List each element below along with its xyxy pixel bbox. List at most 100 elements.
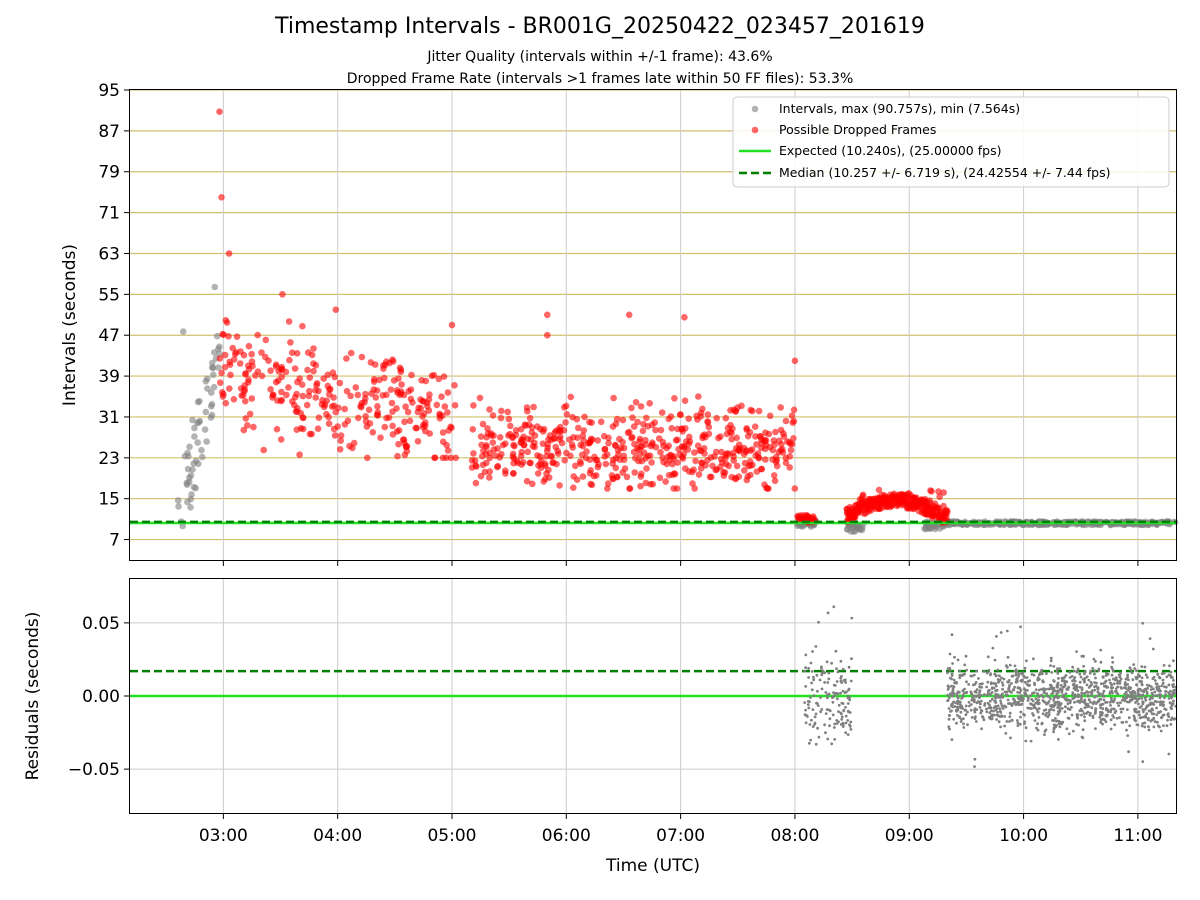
residual-point: [1101, 692, 1105, 695]
dropped-frame-point: [581, 413, 588, 421]
residual-point: [999, 702, 1003, 705]
dropped-frame-point: [679, 453, 686, 461]
dropped-frame-point: [662, 478, 669, 485]
dropped-frame-point: [883, 502, 891, 510]
residual-point: [1066, 707, 1070, 710]
residual-point: [995, 718, 998, 721]
residual-point: [1008, 711, 1012, 715]
residual-point: [1141, 760, 1145, 764]
residual-point: [985, 710, 989, 714]
residual-point: [1080, 697, 1083, 701]
dropped-frame-point: [331, 373, 339, 381]
dropped-frame-point: [267, 367, 274, 375]
dropped-frame-point: [588, 419, 595, 427]
residual-point: [1041, 680, 1045, 684]
residual-point: [1144, 714, 1147, 718]
residual-point: [974, 681, 978, 684]
dropped-frame-point: [642, 479, 650, 487]
residual-point: [1103, 718, 1106, 722]
residual-point: [1005, 720, 1009, 723]
dropped-frame-point: [479, 420, 487, 428]
dropped-frame-point: [937, 513, 944, 521]
residual-point: [1045, 692, 1048, 696]
interval-point: [179, 522, 186, 530]
dropped-frame-point: [667, 413, 675, 420]
dropped-frame-point: [729, 449, 737, 457]
x-axis-label: Time (UTC): [605, 856, 700, 876]
interval-point: [186, 474, 193, 482]
interval-point: [196, 417, 204, 425]
dropped-frame-point: [489, 412, 497, 419]
residual-point: [841, 667, 845, 671]
dropped-frame-point: [600, 432, 608, 440]
residual-point: [804, 685, 808, 688]
residual-point: [1101, 722, 1104, 726]
dropped-frame-point: [444, 447, 452, 454]
residual-point: [1126, 675, 1129, 679]
legend-box: [732, 96, 1170, 188]
dropped-frame-point: [732, 475, 739, 483]
residual-point: [951, 662, 954, 665]
dropped-frame-point: [573, 476, 581, 484]
residual-point: [1083, 672, 1086, 676]
dropped-frame-point: [337, 432, 345, 439]
dropped-frame-point: [310, 345, 317, 352]
residual-point: [1106, 708, 1109, 712]
dropped-frame-point: [331, 432, 339, 439]
residual-point: [837, 703, 841, 707]
residuals-points: [803, 605, 1178, 768]
dropped-frame-point: [706, 473, 714, 481]
residual-point: [815, 673, 819, 677]
dropped-frame-point: [323, 397, 331, 405]
dropped-frame-point: [604, 480, 612, 487]
dropped-frame-point: [222, 317, 230, 324]
dropped-frame-point: [639, 427, 647, 435]
dropped-frame-point: [743, 476, 751, 484]
residual-point: [1167, 752, 1171, 756]
dropped-frame-outlier: [216, 108, 223, 115]
residual-point: [1109, 710, 1113, 714]
dropped-frame-point: [428, 372, 436, 380]
residual-point: [994, 704, 998, 708]
residual-point: [1104, 714, 1108, 717]
residual-point: [1126, 688, 1130, 692]
dropped-frame-point: [566, 436, 573, 443]
dropped-frame-point: [509, 453, 517, 461]
residual-point: [1113, 723, 1117, 727]
residual-point: [1034, 688, 1038, 692]
residual-point: [1027, 696, 1030, 700]
dropped-frame-point: [761, 481, 768, 489]
residual-point: [1128, 695, 1132, 699]
residual-point: [1020, 696, 1024, 699]
residual-point: [1134, 675, 1138, 679]
residual-point: [1053, 695, 1056, 699]
dropped-frame-point: [451, 402, 459, 409]
residual-point: [1138, 680, 1142, 683]
dropped-frame-point: [484, 425, 491, 432]
dropped-frame-point: [905, 504, 913, 512]
residual-point: [1040, 694, 1043, 697]
residual-point: [1012, 697, 1015, 701]
residual-point: [1048, 708, 1051, 712]
residual-point: [810, 681, 813, 685]
dropped-frame-outlier: [448, 321, 456, 329]
dropped-frame-point: [414, 438, 422, 445]
intervals-y-tick-label: 47: [98, 326, 120, 346]
dropped-frame-point: [265, 357, 272, 365]
residual-point: [947, 696, 951, 700]
dropped-frame-point: [646, 400, 653, 407]
residual-point: [828, 709, 832, 713]
interval-point: [183, 479, 191, 487]
dropped-frame-point: [682, 438, 690, 445]
dropped-frame-point: [447, 454, 455, 462]
residual-point: [1113, 711, 1117, 715]
residual-point: [823, 681, 826, 684]
residual-point: [946, 688, 950, 691]
residual-point: [1035, 708, 1039, 711]
intervals-y-axis-label: Intervals (seconds): [60, 244, 80, 406]
residual-point: [980, 709, 984, 713]
residual-point: [1052, 699, 1056, 702]
residual-point: [991, 646, 995, 650]
residual-point: [844, 721, 848, 725]
